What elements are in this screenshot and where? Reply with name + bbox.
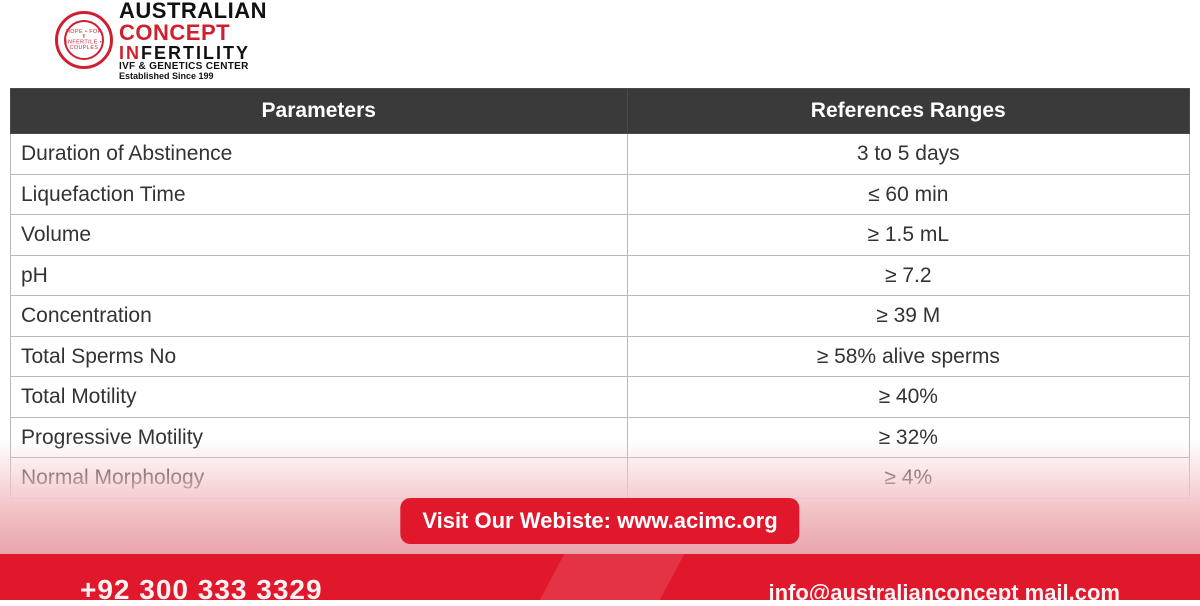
table-row: Concentration≥ 39 M	[11, 296, 1190, 337]
logo-line-3: INFERTILITY	[119, 44, 319, 62]
range-cell: ≥ 7.2	[627, 255, 1189, 296]
range-cell: ≥ 58% alive sperms	[627, 336, 1189, 377]
param-cell: Volume	[11, 215, 628, 256]
logo-seal-text: HOPE • FOR☤INFERTILE • COUPLES	[61, 29, 108, 51]
param-cell: Total Motility	[11, 377, 628, 418]
table-row: Volume≥ 1.5 mL	[11, 215, 1190, 256]
reference-ranges-table: Parameters References Ranges Duration of…	[10, 88, 1190, 499]
range-cell: ≤ 60 min	[627, 174, 1189, 215]
logo-text-block: AUSTRALIAN CONCEPT INFERTILITY IVF & GEN…	[119, 0, 319, 81]
table-row: Liquefaction Time≤ 60 min	[11, 174, 1190, 215]
param-cell: Duration of Abstinence	[11, 134, 628, 175]
table-row: Progressive Motility≥ 32%	[11, 417, 1190, 458]
range-cell: 3 to 5 days	[627, 134, 1189, 175]
company-logo: HOPE • FOR☤INFERTILE • COUPLES AUSTRALIA…	[55, 0, 330, 80]
visit-website-badge: Visit Our Webiste: www.acimc.org	[400, 498, 799, 544]
param-cell: Total Sperms No	[11, 336, 628, 377]
table-row: Total Motility≥ 40%	[11, 377, 1190, 418]
param-cell: Concentration	[11, 296, 628, 337]
param-cell: Normal Morphology	[11, 458, 628, 499]
range-cell: ≥ 32%	[627, 417, 1189, 458]
table-row: Normal Morphology≥ 4%	[11, 458, 1190, 499]
col-header-references: References Ranges	[627, 89, 1189, 134]
table-row: Duration of Abstinence3 to 5 days	[11, 134, 1190, 175]
range-cell: ≥ 39 M	[627, 296, 1189, 337]
logo-line-4: IVF & GENETICS CENTER	[119, 62, 319, 72]
logo-line-1: AUSTRALIAN	[119, 0, 319, 22]
logo-line-5: Established Since 199	[119, 72, 319, 81]
visit-website-label: Visit Our Webiste: www.acimc.org	[422, 508, 777, 533]
footer-phone: +92 300 333 3329	[80, 574, 323, 606]
param-cell: Liquefaction Time	[11, 174, 628, 215]
reference-ranges-table-container: Parameters References Ranges Duration of…	[10, 88, 1190, 499]
param-cell: pH	[11, 255, 628, 296]
param-cell: Progressive Motility	[11, 417, 628, 458]
footer-diagonal-accent	[540, 554, 684, 600]
range-cell: ≥ 4%	[627, 458, 1189, 499]
table-row: Total Sperms No≥ 58% alive sperms	[11, 336, 1190, 377]
logo-line-2: CONCEPT	[119, 22, 319, 44]
range-cell: ≥ 1.5 mL	[627, 215, 1189, 256]
footer-email: info@australianconcept mail.com	[768, 580, 1120, 606]
range-cell: ≥ 40%	[627, 377, 1189, 418]
table-row: pH≥ 7.2	[11, 255, 1190, 296]
col-header-parameters: Parameters	[11, 89, 628, 134]
logo-seal-icon: HOPE • FOR☤INFERTILE • COUPLES	[55, 11, 113, 69]
